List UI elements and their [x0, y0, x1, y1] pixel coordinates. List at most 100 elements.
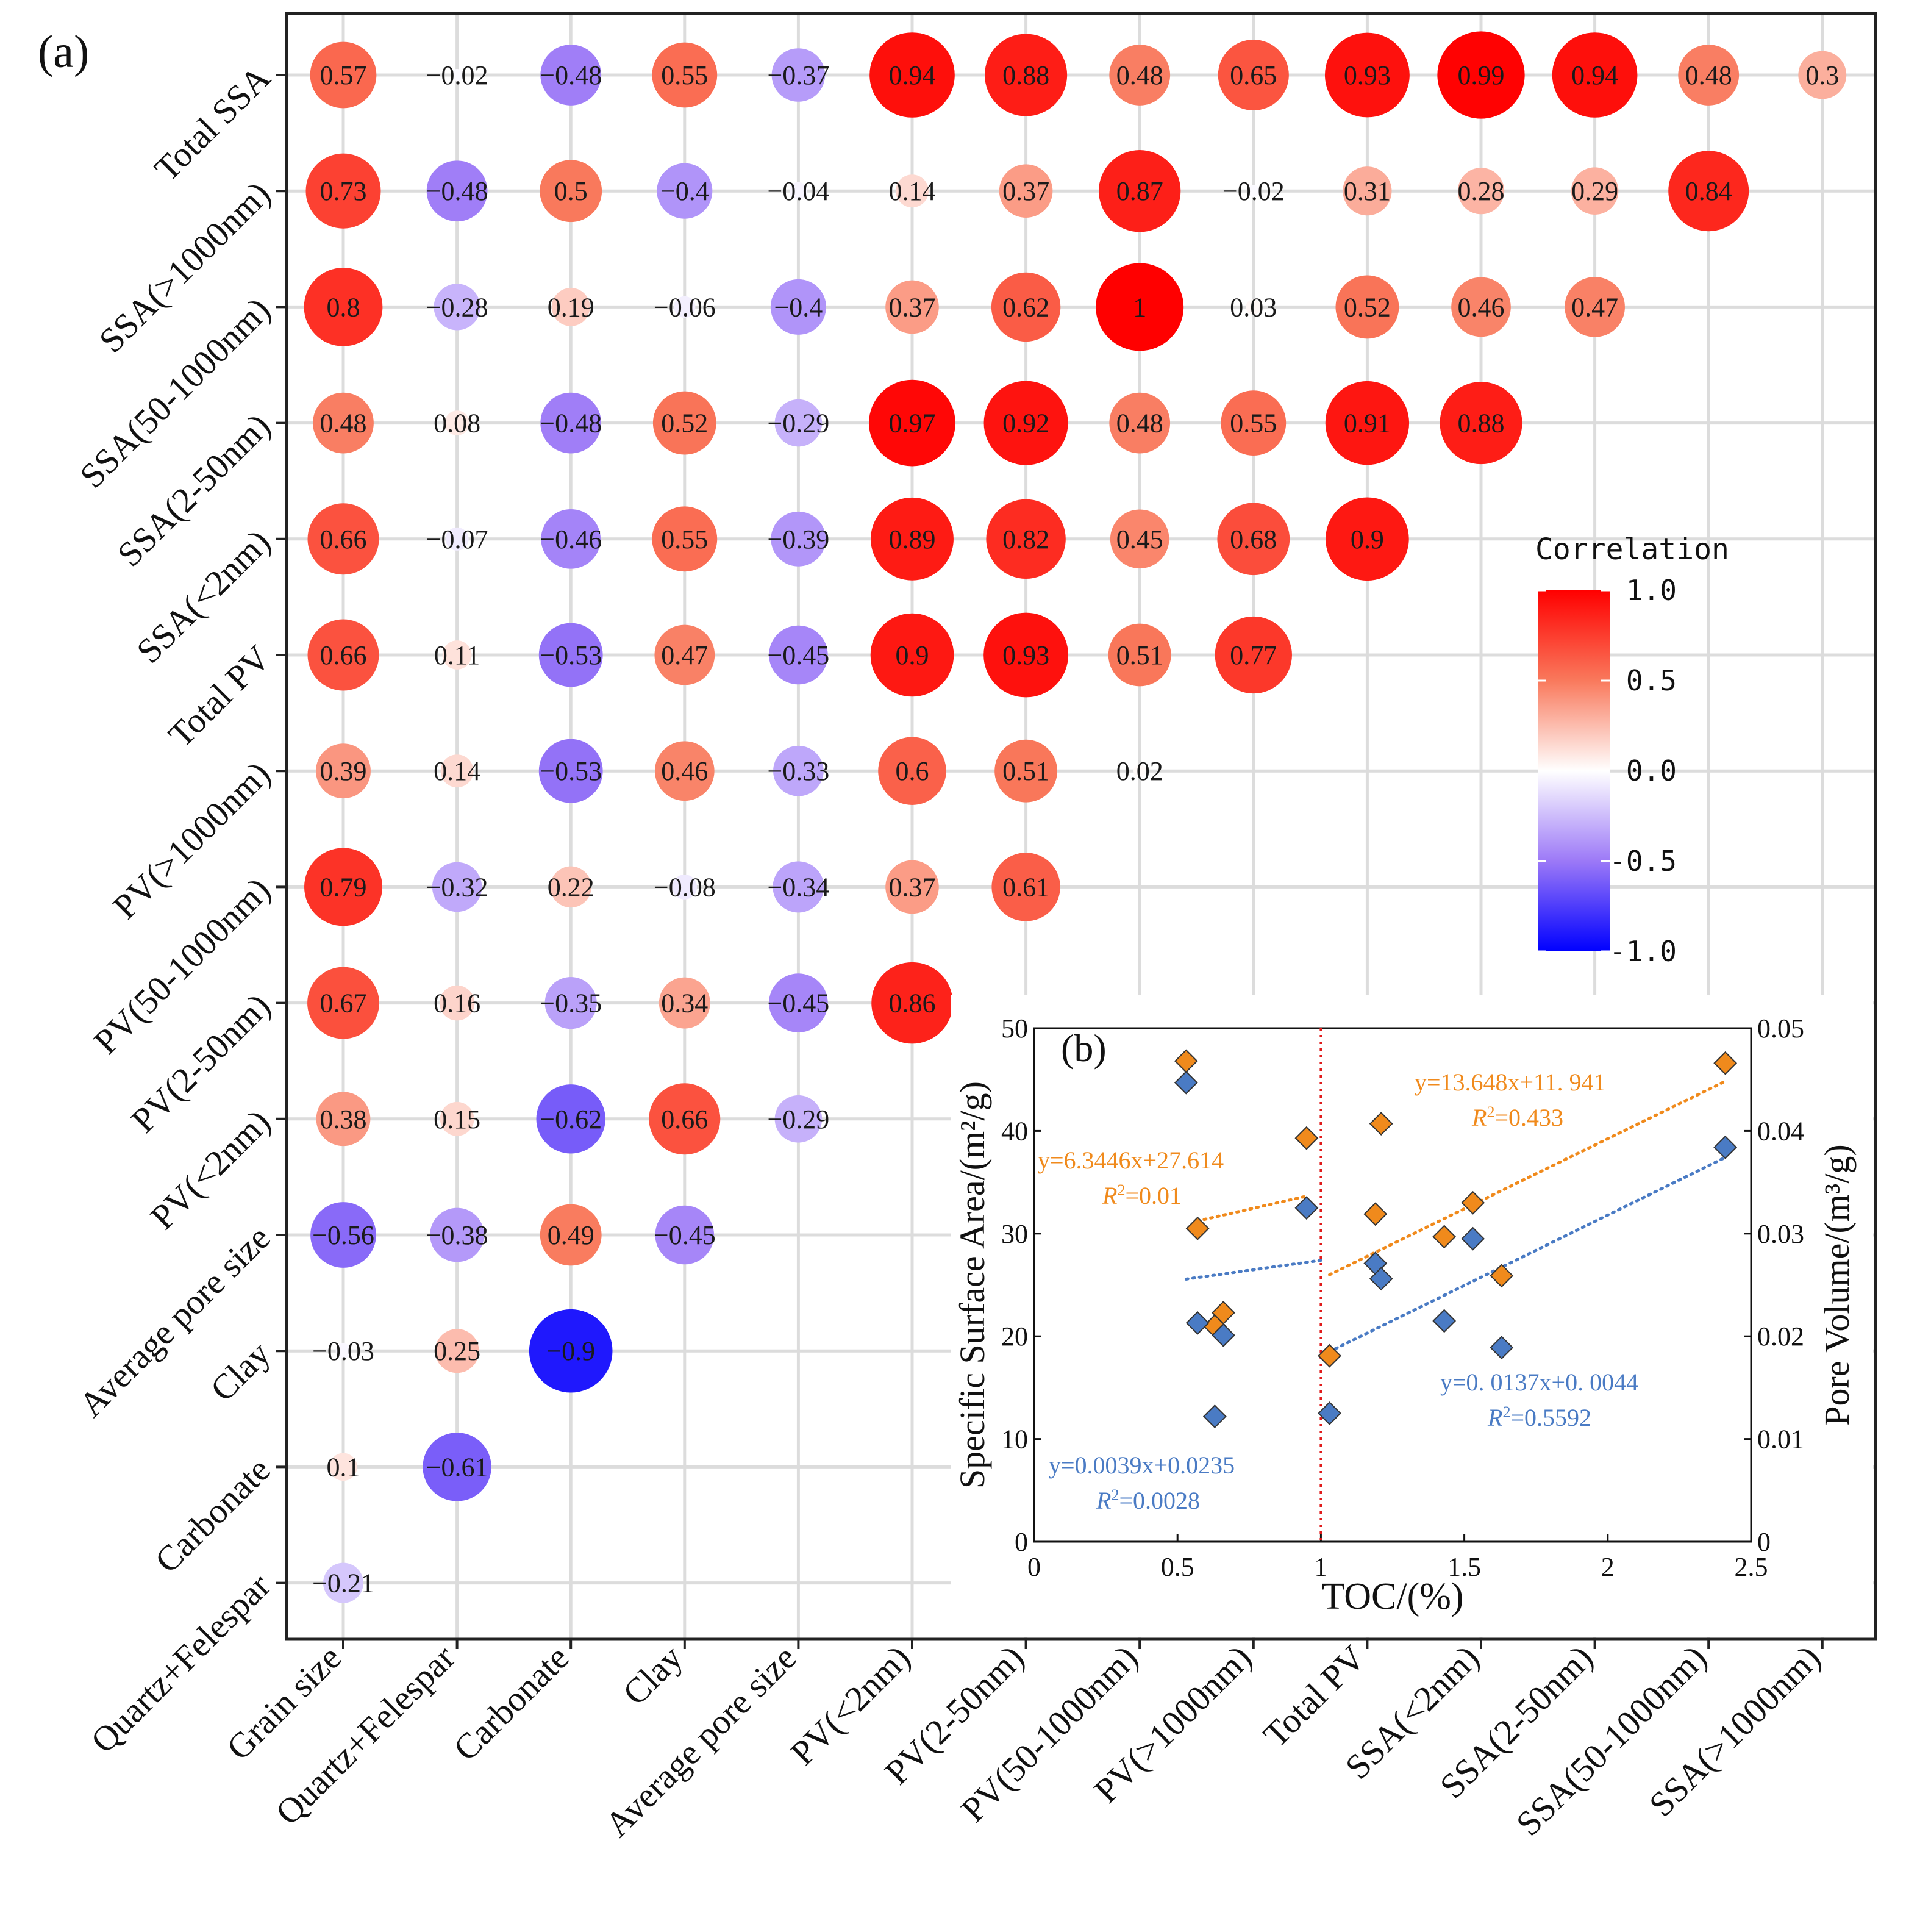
pore-volume-point	[1432, 1309, 1457, 1333]
colorbar-title: Correlation	[1535, 532, 1729, 567]
corr-circle-4-8	[1217, 503, 1290, 576]
x-label-ssa-50-1000nm: SSA(50-1000nm)	[1508, 1637, 1715, 1844]
x-label-total-pv: Total PV	[1255, 1637, 1372, 1755]
inset-yr-tick-label: 0	[1757, 1527, 1771, 1557]
corr-value-label: 0.19	[548, 292, 594, 322]
corr-circle-0-11	[1552, 32, 1638, 118]
corr-value-label: 0.49	[548, 1220, 594, 1250]
corr-circle-3-2	[540, 392, 602, 454]
corr-value-label: 0.03	[1230, 292, 1277, 322]
corr-circle-2-7	[1096, 263, 1184, 351]
corr-circle-5-3	[654, 624, 715, 685]
corr-circle-0-1	[451, 68, 463, 82]
corr-circle-0-5	[869, 32, 955, 118]
inset-yl-tick-label: 20	[1001, 1322, 1028, 1351]
inset-yr-tick-label: 0.03	[1757, 1219, 1804, 1249]
corr-value-label: 0.14	[889, 176, 936, 206]
inset-yl-tick-label: 10	[1001, 1425, 1028, 1454]
corr-value-label: 0.97	[889, 409, 936, 438]
corr-value-label: 0.37	[889, 872, 936, 902]
inset-yr-tick-label: 0.02	[1757, 1322, 1804, 1351]
corr-value-label: 0.84	[1685, 176, 1732, 206]
corr-circle-2-8	[1246, 299, 1262, 315]
inset-background	[951, 995, 1873, 1637]
corr-value-label: 0.68	[1230, 524, 1277, 554]
corr-circle-6-0	[316, 743, 371, 799]
eq-blue-right: y=0. 0137x+0. 0044	[1440, 1368, 1638, 1396]
inset-plot-frame	[1033, 1027, 1752, 1543]
corr-circle-8-1	[439, 985, 475, 1021]
corr-value-label: 0.31	[1344, 176, 1391, 206]
corr-value-label: 0.28	[1458, 176, 1505, 206]
corr-circle-5-1	[442, 640, 472, 670]
corr-value-label: −0.53	[540, 756, 602, 786]
corr-value-label: 0.48	[1685, 60, 1732, 90]
corr-circle-11-2	[529, 1309, 613, 1393]
corr-circle-0-3	[652, 42, 718, 108]
heatmap-y-axis: Total SSASSA(>1000nm)SSA(50-1000nm)SSA(2…	[71, 58, 287, 1761]
corr-value-label: −0.35	[540, 989, 602, 1018]
corr-circle-0-6	[985, 34, 1068, 116]
corr-value-label: 0.62	[1002, 292, 1049, 322]
corr-value-label: 0.94	[889, 60, 936, 90]
corr-circle-13-0	[323, 1562, 363, 1603]
corr-circle-4-0	[307, 503, 379, 575]
corr-value-label: 0.92	[1002, 409, 1049, 438]
inset-x-axis-title: TOC/(%)	[1321, 1576, 1463, 1617]
corr-value-label: −0.38	[426, 1220, 488, 1250]
corr-value-label: 0.61	[1002, 872, 1049, 902]
colorbar-tick-label: 1.0	[1626, 574, 1677, 607]
colorbar-legend: Correlation 1.0 0.5 0.0 -0.5 -1.0	[1535, 532, 1729, 968]
specific-surface-area-point	[1490, 1264, 1514, 1288]
fit-line-2	[1184, 1259, 1322, 1281]
corr-value-label: 0.48	[1116, 60, 1163, 90]
corr-value-label: −0.45	[767, 640, 829, 670]
corr-circle-2-6	[991, 272, 1061, 342]
corr-circle-2-11	[1565, 277, 1625, 337]
corr-value-label: −0.06	[654, 292, 716, 322]
corr-circle-9-1	[440, 1101, 474, 1136]
panel-a-label: (a)	[38, 26, 89, 77]
corr-value-label: 0.15	[434, 1104, 480, 1134]
colorbar-gradient	[1538, 590, 1610, 951]
corr-circle-4-3	[652, 506, 718, 572]
corr-circle-7-4	[773, 861, 824, 913]
specific-surface-area-point	[1294, 1126, 1319, 1150]
corr-value-label: −0.07	[426, 524, 488, 554]
corr-value-label: 0.48	[1116, 409, 1163, 438]
corr-circle-7-5	[885, 860, 939, 914]
corr-circle-3-7	[1109, 392, 1171, 454]
corr-circle-4-7	[1110, 509, 1169, 569]
corr-value-label: 0.66	[320, 640, 367, 670]
y-label-average-pore-size: Average pore size	[71, 1218, 278, 1425]
x-label-carbonate: Carbonate	[446, 1637, 576, 1768]
corr-value-label: −0.53	[540, 640, 602, 670]
corr-circle-9-4	[774, 1095, 823, 1143]
corr-circle-5-4	[769, 625, 828, 685]
specific-surface-area-point	[1318, 1343, 1341, 1368]
y-label-total-ssa: Total SSA	[147, 58, 278, 189]
corr-value-label: 0.39	[320, 756, 367, 786]
corr-circle-0-2	[540, 45, 602, 106]
corr-circle-0-7	[1109, 45, 1171, 106]
corr-value-label: 0.47	[1571, 292, 1618, 322]
colorbar-tick-label: -0.5	[1609, 845, 1677, 878]
fit-line-3	[1328, 1156, 1727, 1353]
corr-value-label: −0.08	[654, 872, 716, 902]
specific-surface-area-point	[1363, 1202, 1388, 1226]
corr-value-label: 0.11	[434, 640, 480, 670]
heatmap-frame	[285, 12, 1877, 1641]
corr-value-label: 0.79	[320, 872, 367, 902]
corr-circle-1-10	[1457, 168, 1505, 215]
corr-value-label: 0.3	[1805, 60, 1839, 90]
corr-circle-7-2	[550, 866, 591, 908]
corr-circle-1-9	[1343, 166, 1392, 216]
corr-value-label: 0.55	[661, 60, 708, 90]
inset-x-tick-label: 2.5	[1735, 1552, 1768, 1582]
corr-value-label: 0.52	[1344, 292, 1391, 322]
corr-value-label: 0.93	[1344, 60, 1391, 90]
specific-surface-area-point	[1713, 1051, 1738, 1075]
corr-value-label: −0.39	[767, 524, 829, 554]
corr-circle-5-7	[1108, 623, 1171, 687]
